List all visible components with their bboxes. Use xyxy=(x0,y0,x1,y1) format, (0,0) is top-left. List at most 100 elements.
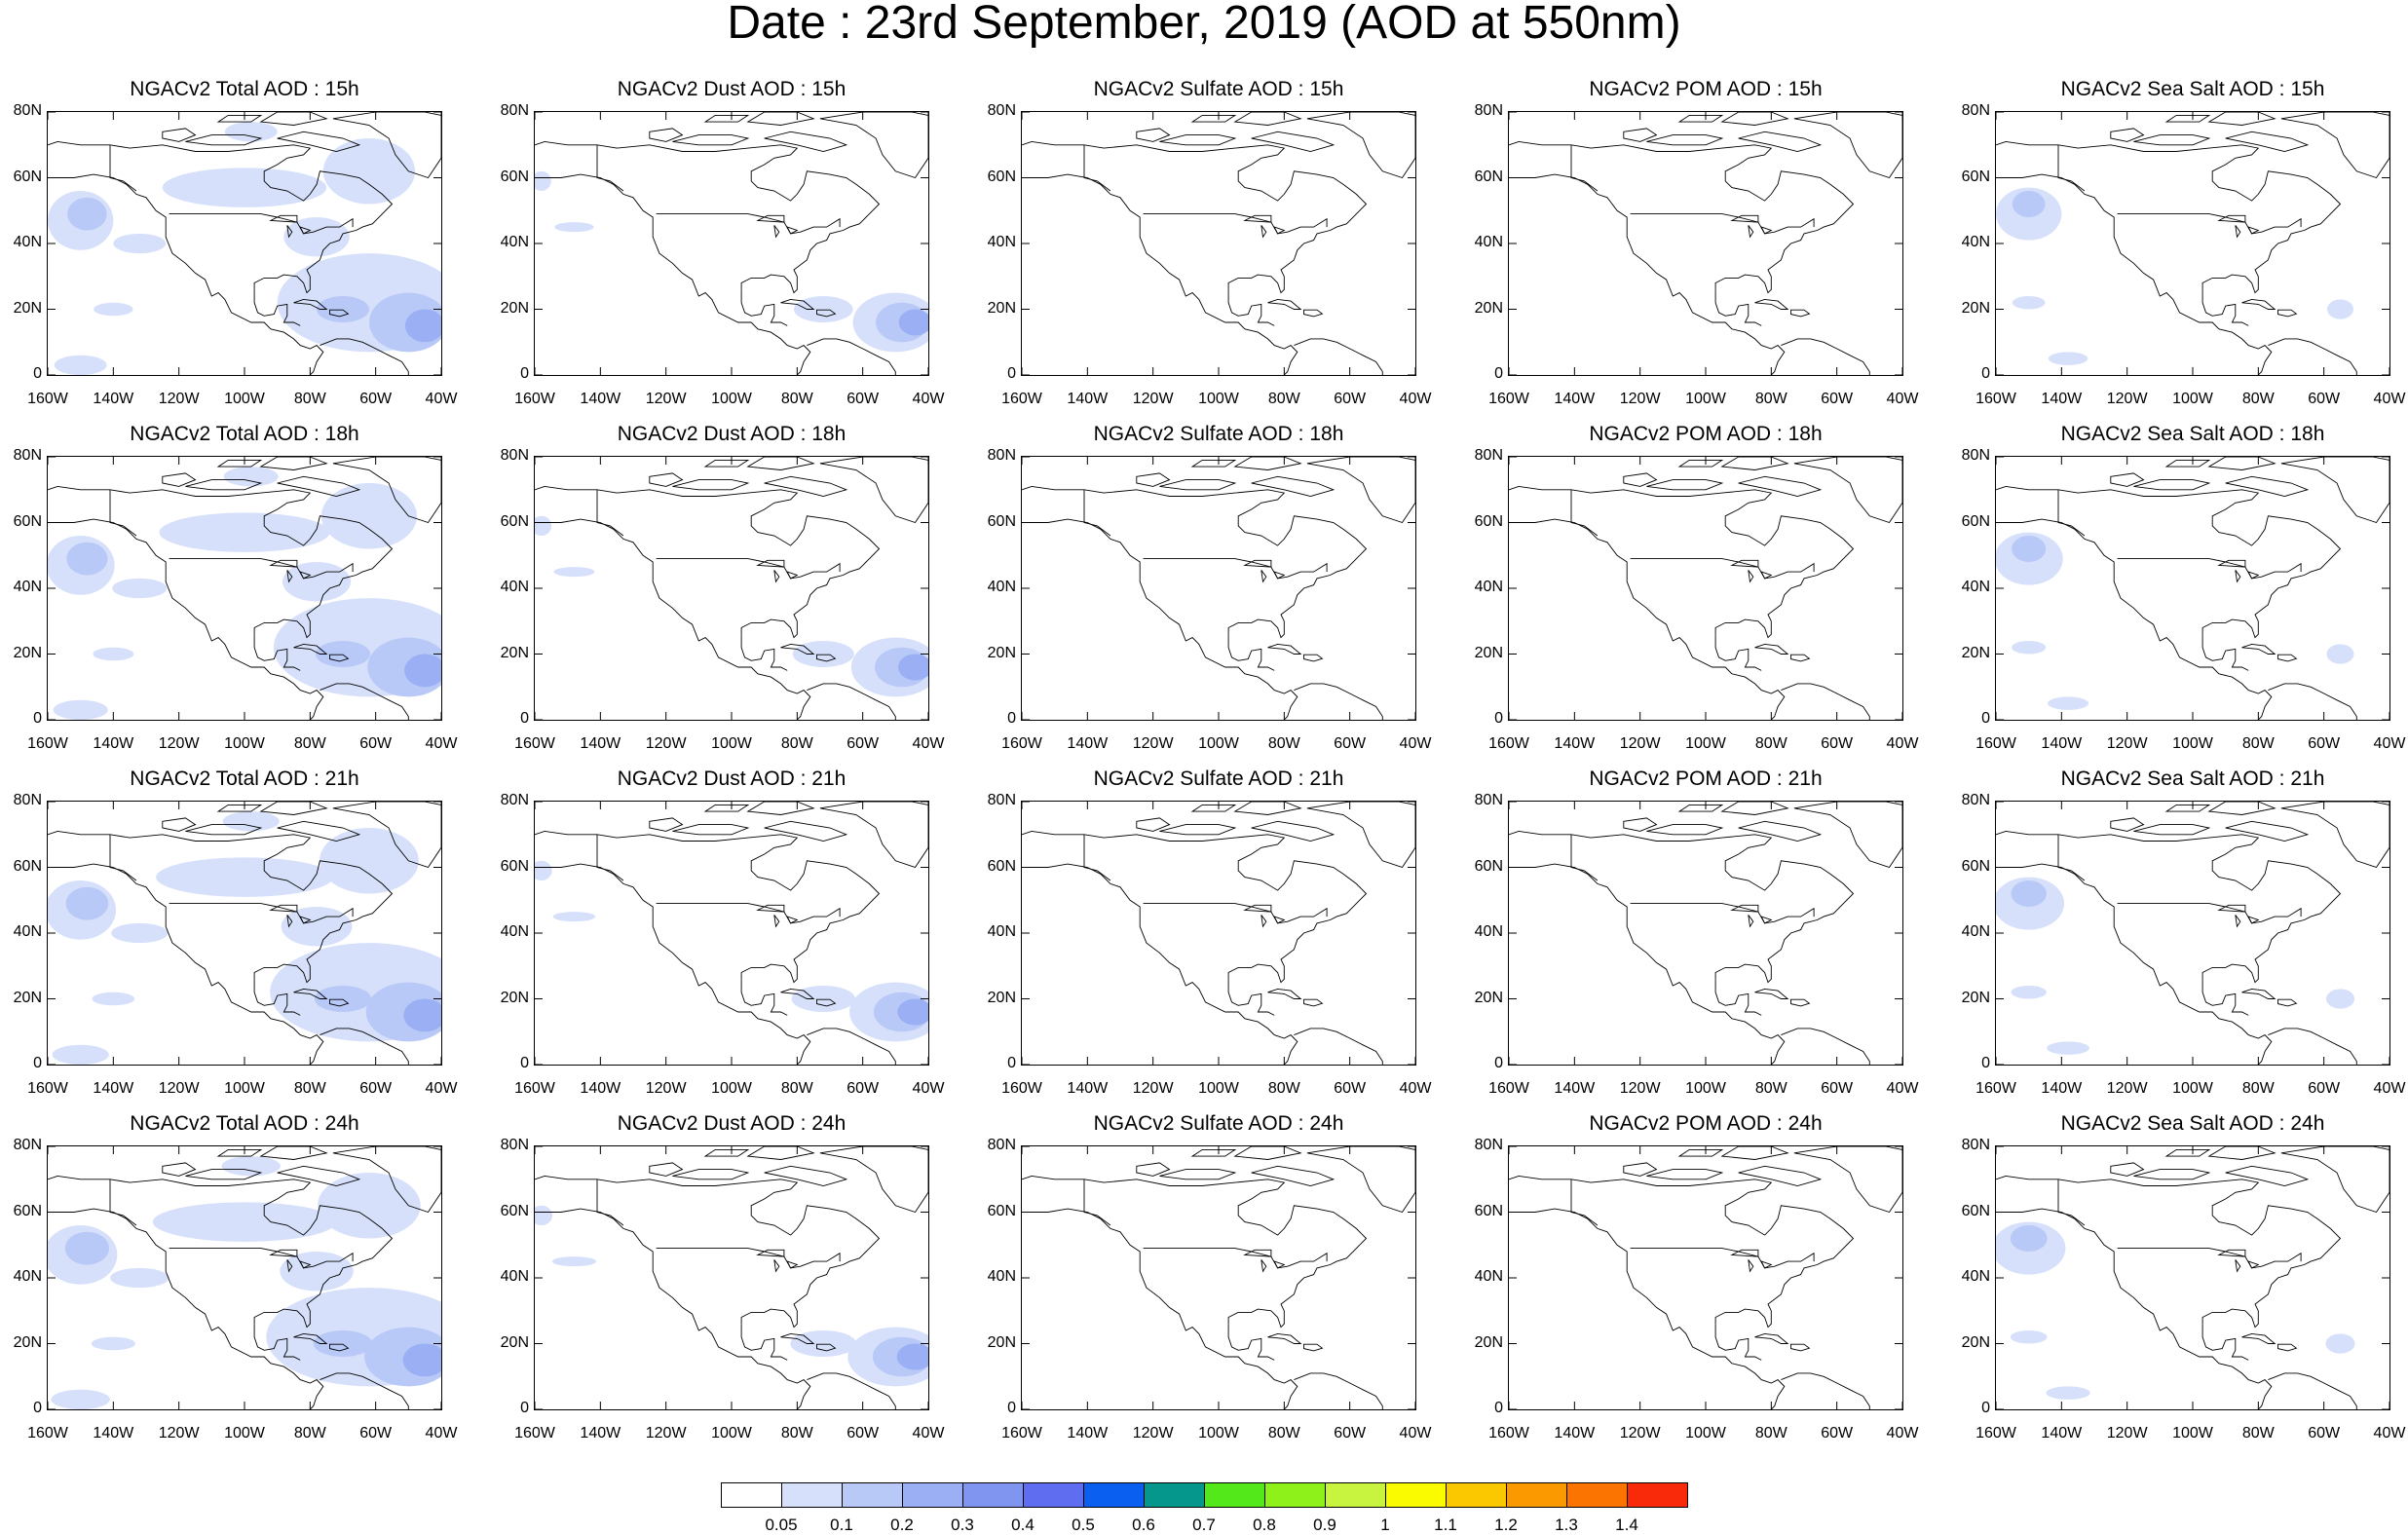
lon-tick-label: 40W xyxy=(1886,1080,1919,1097)
colorbar-swatch xyxy=(962,1482,1024,1508)
island-hispaniola xyxy=(816,998,837,1007)
lat-tick-label: 60N xyxy=(1474,168,1503,185)
aod-region xyxy=(792,641,854,667)
aod-map xyxy=(1022,457,1415,720)
panel-title: NGACv2 POM AOD : 24h xyxy=(1589,1112,1823,1135)
lon-tick-label: 60W xyxy=(359,1080,393,1097)
aod-region xyxy=(404,309,441,343)
coastline-greenland xyxy=(1306,1146,1415,1214)
lon-tick-label: 140W xyxy=(580,735,621,752)
lon-tick-label: 60W xyxy=(1821,735,1854,752)
arctic-island xyxy=(649,128,684,142)
arctic-island xyxy=(649,472,684,487)
arctic-island xyxy=(1190,1148,1237,1157)
arctic-island xyxy=(1190,459,1237,468)
coastline-south-america xyxy=(1294,338,1383,375)
arctic-island xyxy=(185,479,263,491)
coastline-yucatan xyxy=(253,1324,301,1361)
arctic-island xyxy=(216,114,263,123)
lon-tick-label: 120W xyxy=(1132,735,1174,752)
arctic-island xyxy=(1738,131,1823,152)
coastline-greenland xyxy=(1306,457,1415,524)
border-us-canada xyxy=(1630,213,1815,235)
border-us-canada xyxy=(169,558,354,580)
map-panel-dust-24h: NGACv2 Dust AOD : 24h 80N 60N 40N 20N 0 160W 14… xyxy=(501,1112,945,1441)
lat-tick-label: 80N xyxy=(500,102,529,119)
coastline-east xyxy=(1022,140,1368,294)
lon-tick-label: 100W xyxy=(1198,1425,1239,1441)
map-panel-sulfate-21h: NGACv2 Sulfate AOD : 21h 80N 60N 40N 20N 0 160… xyxy=(988,768,1432,1097)
lat-tick-label: 80N xyxy=(987,447,1016,464)
aod-region xyxy=(224,122,278,142)
aod-region xyxy=(66,542,108,576)
lon-tick-label: 160W xyxy=(514,735,555,752)
aod-region xyxy=(320,828,419,894)
arctic-island xyxy=(764,820,848,842)
great-lake xyxy=(773,225,780,239)
lon-tick-label: 80W xyxy=(293,1425,326,1441)
aod-region xyxy=(91,1336,135,1351)
colorbar-label: 0.7 xyxy=(1192,1516,1216,1534)
lon-tick-label: 140W xyxy=(580,1080,621,1097)
map-panel-total-15h: NGACv2 Total AOD : 15h 80N 60N 40N 20N 0 160W 1… xyxy=(14,78,458,407)
arctic-island xyxy=(1136,817,1171,832)
lat-tick-label: 0 xyxy=(1981,1055,1990,1071)
lon-tick-label: 40W xyxy=(425,391,458,407)
aod-region xyxy=(221,1156,281,1177)
arctic-island xyxy=(2133,824,2211,836)
colorbar-label: 1.2 xyxy=(1494,1516,1518,1534)
coastline-greenland xyxy=(1793,802,1902,869)
arctic-island xyxy=(185,134,263,146)
arctic-island xyxy=(2110,1162,2145,1177)
lon-tick-label: 60W xyxy=(1334,391,1367,407)
great-lake xyxy=(1760,226,1773,235)
lon-tick-label: 140W xyxy=(2041,391,2083,407)
great-lake xyxy=(2235,225,2241,239)
lon-tick-label: 60W xyxy=(847,1425,880,1441)
coastline-greenland xyxy=(819,457,928,524)
aod-region xyxy=(535,515,552,536)
coastline-yucatan xyxy=(740,289,788,326)
border-alaska xyxy=(1570,144,1599,192)
arctic-island xyxy=(764,131,848,152)
map-panel-sulfate-18h: NGACv2 Sulfate AOD : 18h 80N 60N 40N 20N 0 160… xyxy=(988,423,1432,752)
aod-map xyxy=(1022,802,1415,1065)
coastline-greenland xyxy=(1793,1146,1902,1214)
arctic-island xyxy=(1738,475,1823,497)
coastline-south-america xyxy=(2268,683,2357,720)
arctic-island xyxy=(2110,817,2145,832)
great-lake xyxy=(299,916,312,924)
great-lake xyxy=(269,1249,298,1257)
island-cuba xyxy=(1267,298,1302,310)
lat-tick-label: 20N xyxy=(500,644,529,661)
great-lake xyxy=(269,214,298,223)
great-lake xyxy=(756,1249,785,1257)
border-alaska xyxy=(596,144,624,192)
lat-tick-label: 40N xyxy=(1474,1268,1503,1285)
lon-tick-label: 120W xyxy=(2106,735,2148,752)
lat-tick-label: 60N xyxy=(987,512,1016,530)
lon-tick-label: 160W xyxy=(1975,391,2016,407)
island-hispaniola xyxy=(1303,1343,1324,1352)
coastline-south-america xyxy=(807,683,896,720)
lon-tick-label: 100W xyxy=(224,1425,265,1441)
lat-tick-label: 40N xyxy=(1961,923,1990,940)
arctic-island xyxy=(1646,479,1724,491)
border-alaska xyxy=(1570,489,1599,537)
border-alaska xyxy=(1570,834,1599,881)
lat-tick-label: 40N xyxy=(13,1268,42,1285)
arctic-island xyxy=(277,131,361,152)
lon-tick-label: 140W xyxy=(1067,1425,1109,1441)
arctic-island xyxy=(1677,804,1724,812)
lat-tick-label: 0 xyxy=(1494,710,1503,727)
island-hispaniola xyxy=(329,654,350,662)
arctic-island xyxy=(1159,1169,1237,1180)
lon-tick-label: 80W xyxy=(1754,735,1787,752)
coastline-south-america xyxy=(320,1372,409,1409)
island-hispaniola xyxy=(2277,1343,2298,1352)
island-hispaniola xyxy=(329,309,350,318)
border-us-canada xyxy=(2117,1248,2302,1269)
lat-tick-label: 80N xyxy=(1474,447,1503,464)
border-alaska xyxy=(2057,144,2086,192)
colorbar-swatch xyxy=(1083,1482,1145,1508)
